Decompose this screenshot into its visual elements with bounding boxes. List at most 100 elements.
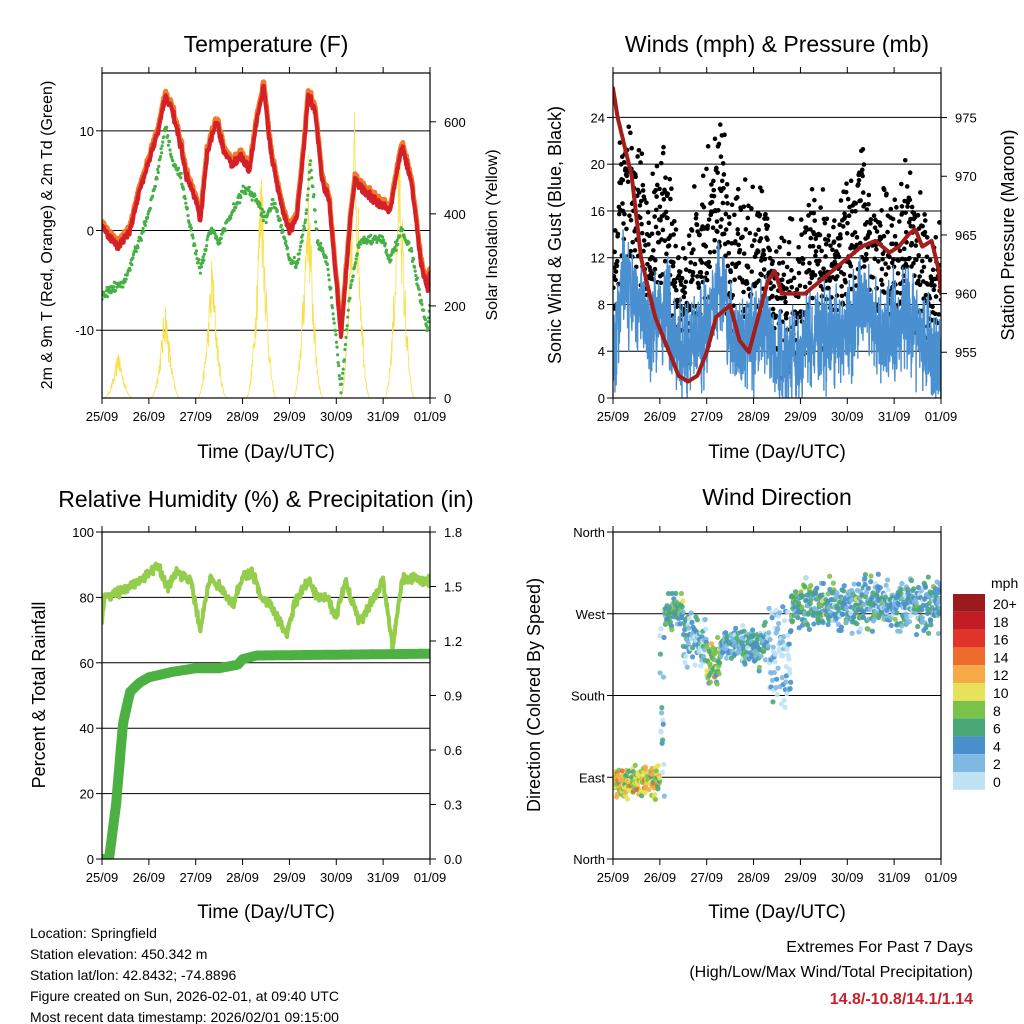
gust-point — [671, 232, 676, 237]
dewpoint-point — [330, 306, 335, 310]
dewpoint-point — [189, 226, 194, 230]
wind-direction-point — [686, 615, 693, 622]
gust-point — [693, 215, 699, 221]
gust-point — [908, 216, 913, 222]
wind-direction-point — [856, 581, 862, 587]
gust-point — [856, 181, 861, 187]
wind-direction-point — [851, 581, 857, 587]
gust-point — [747, 230, 753, 236]
gust-point — [834, 293, 840, 298]
gust-point — [629, 145, 634, 151]
dewpoint-point — [324, 255, 328, 260]
gust-point — [897, 248, 903, 254]
gust-point — [809, 275, 815, 281]
y-right-tick-label: 1.8 — [444, 525, 462, 540]
dewpoint-point — [158, 157, 162, 161]
y-tick-label: 20 — [591, 157, 605, 172]
gust-point — [837, 222, 842, 228]
gust-point — [740, 234, 745, 240]
x-tick-label: 26/09 — [644, 409, 677, 424]
wind-direction-point — [912, 610, 919, 616]
gust-point — [688, 260, 694, 265]
gust-point — [831, 224, 836, 230]
dewpoint-point — [365, 241, 369, 245]
y-tick-label: 8 — [598, 297, 605, 312]
gust-point — [624, 226, 629, 232]
wind-direction-point — [680, 609, 686, 615]
gust-point — [759, 272, 764, 278]
colorbar-label: 20+ — [993, 596, 1017, 612]
dewpoint-point — [337, 373, 341, 378]
gust-point — [765, 237, 770, 242]
wind-direction-point — [686, 625, 692, 631]
dewpoint-point — [355, 252, 359, 256]
gust-point — [818, 272, 824, 278]
gust-point — [936, 312, 941, 317]
x-tick-label: 30/09 — [831, 870, 864, 885]
wind-direction-point — [785, 609, 791, 615]
gust-point — [905, 204, 910, 209]
gust-point — [613, 273, 617, 279]
wind-direction-point — [692, 662, 698, 668]
dewpoint-point — [393, 245, 397, 249]
dewpoint-point — [262, 210, 266, 214]
dewpoint-point — [141, 226, 145, 231]
wind-direction-point — [844, 618, 850, 624]
wind-direction-point — [936, 610, 941, 616]
solar-insolation-line — [149, 306, 181, 398]
wind-direction-point — [642, 790, 648, 796]
wind-direction-point — [888, 614, 894, 621]
x-tick-label: 27/09 — [690, 870, 723, 885]
gust-point — [640, 182, 646, 188]
dewpoint-point — [234, 205, 238, 210]
gust-point — [842, 214, 848, 220]
gust-point — [859, 254, 865, 260]
y-right-tick-label: 1.2 — [444, 634, 462, 649]
wind-direction-point — [806, 626, 812, 632]
wind-direction-point — [913, 631, 920, 638]
gust-point — [838, 232, 843, 237]
gust-point — [813, 249, 819, 254]
y-tick-label: 16 — [591, 204, 605, 219]
y-tick-label: 10 — [80, 124, 94, 139]
gust-point — [902, 257, 908, 262]
wind-direction-point — [700, 653, 707, 659]
gust-point — [894, 205, 899, 210]
y-tick-label: -10 — [75, 323, 94, 338]
wind-direction-point — [770, 644, 776, 650]
wind-direction-point — [772, 659, 778, 665]
extremes-values: 14.8/-10.8/14.1/1.14 — [830, 991, 973, 1008]
dewpoint-point — [142, 229, 146, 233]
gust-point — [707, 249, 713, 255]
wind-direction-point — [787, 686, 793, 692]
gust-point — [735, 186, 741, 192]
gust-point — [709, 199, 715, 205]
gust-point — [767, 247, 773, 253]
dewpoint-point — [382, 238, 386, 242]
y-right-tick-label: 600 — [444, 115, 466, 130]
gust-point — [750, 184, 756, 190]
wind-direction-point — [784, 691, 790, 697]
wind-direction-point — [857, 626, 864, 632]
gust-point — [799, 232, 804, 238]
gust-point — [654, 194, 659, 199]
gust-point — [794, 287, 800, 292]
wind-direction-point — [682, 627, 688, 633]
wind-direction-point — [908, 612, 914, 619]
dewpoint-point — [128, 268, 132, 272]
dewpoint-point — [362, 235, 366, 239]
plot-frame — [101, 72, 431, 399]
x-tick-label: 29/09 — [273, 409, 306, 424]
x-tick-label: 25/09 — [86, 409, 119, 424]
dewpoint-point — [352, 265, 357, 270]
gust-point — [933, 234, 939, 240]
gust-point — [632, 248, 638, 253]
dewpoint-point — [278, 218, 282, 222]
wind-direction-point — [871, 616, 877, 622]
wind-direction-point — [619, 768, 625, 774]
wind-direction-point — [862, 571, 868, 578]
dewpoint-point — [327, 273, 331, 277]
gust-point — [696, 285, 702, 290]
gust-point — [932, 311, 938, 317]
dewpoint-point — [202, 258, 206, 262]
